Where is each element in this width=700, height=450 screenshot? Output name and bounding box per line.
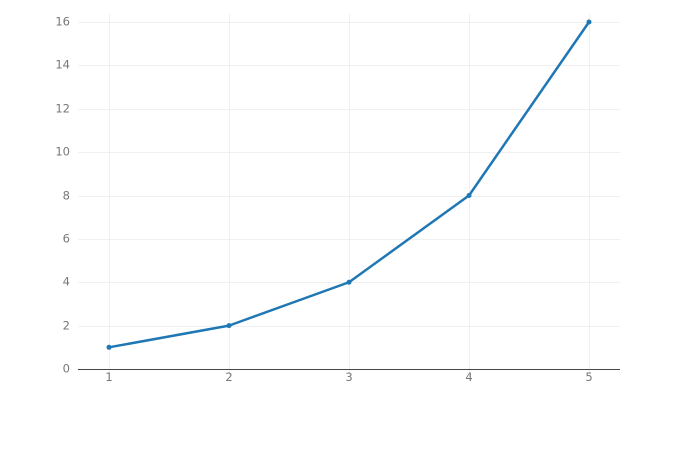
series-line bbox=[107, 20, 591, 349]
y-tick-label: 10 bbox=[55, 144, 70, 159]
y-tick-label: 16 bbox=[55, 14, 70, 29]
x-axis-line bbox=[78, 369, 620, 371]
y-tick-label: 0 bbox=[62, 361, 70, 376]
y-tick-label: 2 bbox=[62, 317, 70, 332]
x-tick-label: 3 bbox=[345, 370, 353, 384]
gridline-vertical bbox=[109, 14, 110, 377]
y-tick-label: 8 bbox=[62, 187, 70, 202]
x-tick-label: 4 bbox=[465, 370, 473, 384]
data-series bbox=[106, 19, 592, 350]
y-axis-tick-labels: 0 2 4 6 8 10 12 14 16 bbox=[0, 0, 70, 450]
data-point-marker bbox=[226, 323, 232, 329]
y-tick-label: 6 bbox=[62, 231, 70, 246]
y-tick-label: 12 bbox=[55, 101, 70, 115]
data-point-marker bbox=[106, 344, 112, 350]
x-tick-label: 5 bbox=[585, 370, 593, 384]
data-point-marker bbox=[586, 19, 592, 25]
data-point-marker bbox=[466, 193, 472, 198]
y-tick-label: 14 bbox=[55, 57, 70, 72]
x-tick-label: 1 bbox=[105, 370, 113, 384]
x-tick-label: 2 bbox=[225, 370, 233, 384]
gridline-vertical bbox=[349, 14, 350, 377]
data-point-marker bbox=[346, 279, 352, 285]
y-tick-label: 4 bbox=[62, 274, 70, 289]
gridline-vertical bbox=[229, 14, 230, 377]
gridline-vertical bbox=[589, 14, 590, 377]
